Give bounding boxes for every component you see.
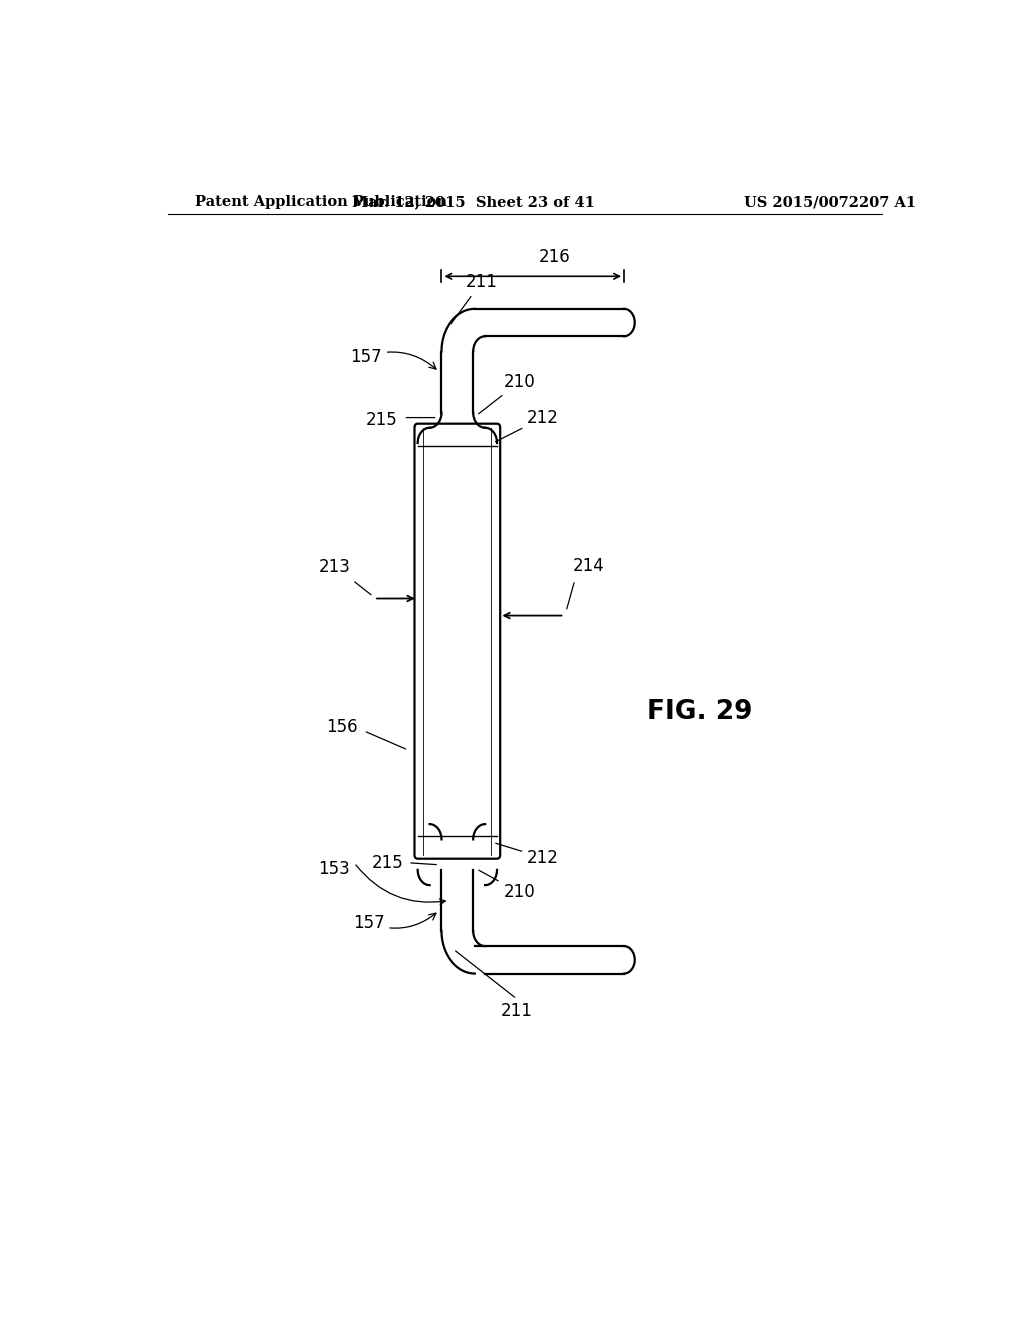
Text: 210: 210 (479, 870, 536, 902)
Text: 211: 211 (451, 273, 498, 323)
Text: 215: 215 (372, 854, 403, 871)
Text: 212: 212 (496, 843, 559, 867)
Text: Mar. 12, 2015  Sheet 23 of 41: Mar. 12, 2015 Sheet 23 of 41 (352, 195, 595, 209)
Text: Patent Application Publication: Patent Application Publication (196, 195, 447, 209)
Text: 213: 213 (318, 558, 350, 576)
Text: US 2015/0072207 A1: US 2015/0072207 A1 (744, 195, 916, 209)
Text: FIG. 29: FIG. 29 (646, 700, 753, 725)
Text: 153: 153 (318, 859, 350, 878)
Text: 210: 210 (478, 374, 536, 414)
Text: 157: 157 (350, 347, 436, 370)
FancyBboxPatch shape (415, 424, 500, 859)
Text: 156: 156 (327, 718, 358, 735)
Text: 216: 216 (539, 248, 570, 267)
Text: 211: 211 (501, 1002, 532, 1020)
Text: 157: 157 (352, 913, 436, 932)
Text: 215: 215 (366, 411, 397, 429)
Text: 214: 214 (572, 557, 604, 576)
Text: 212: 212 (496, 409, 559, 442)
